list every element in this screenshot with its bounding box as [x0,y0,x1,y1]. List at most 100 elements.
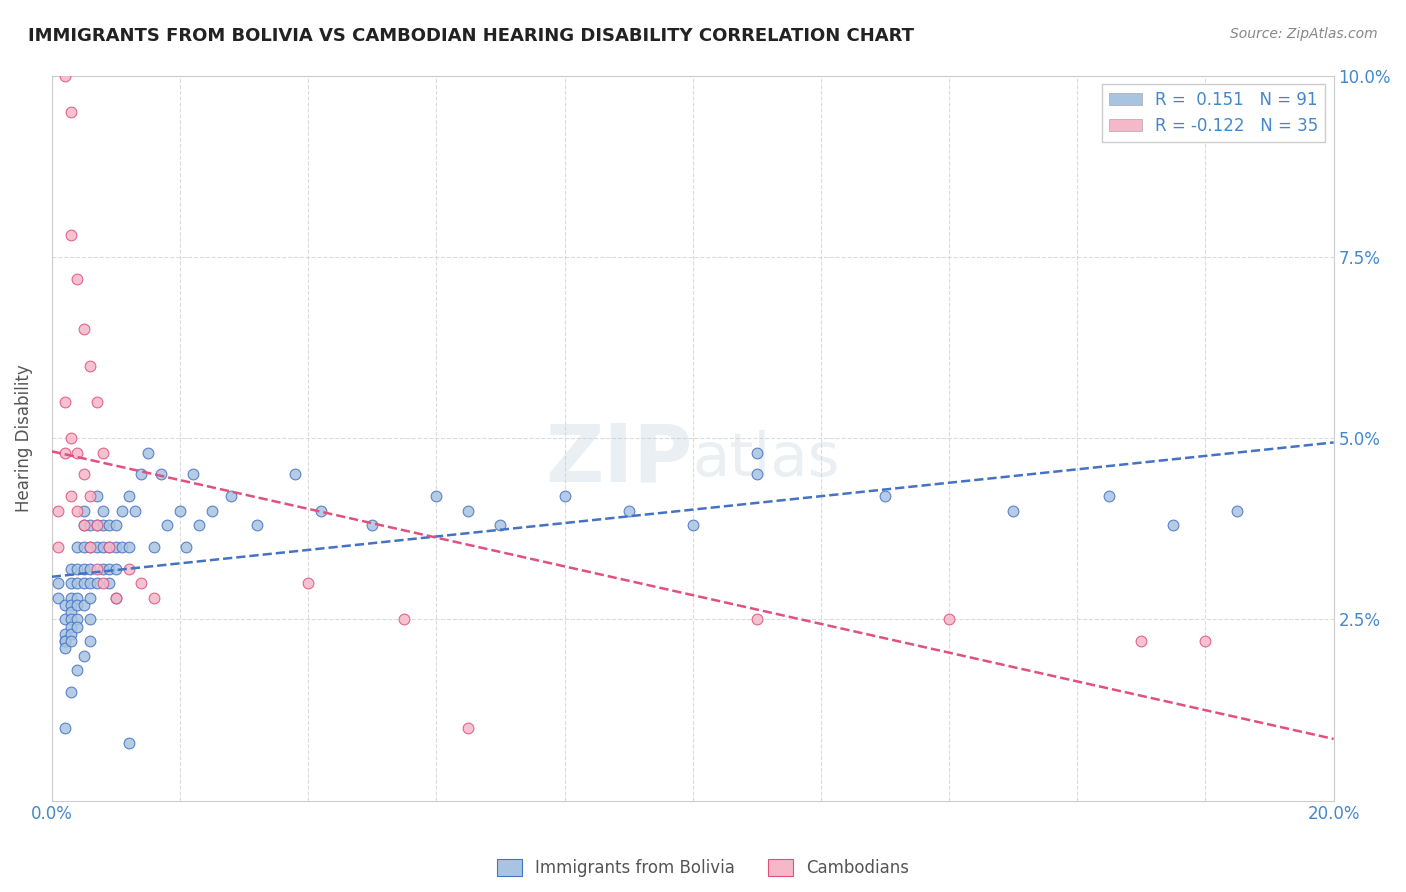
Point [46,540,69,554]
Point [1130,634,1153,648]
Point [156,518,179,533]
Point [66,591,89,605]
Point [73,598,96,612]
Point [79,518,101,533]
Point [745,612,768,626]
Point [181,467,204,482]
Point [73,540,96,554]
Point [86,394,108,409]
Text: IMMIGRANTS FROM BOLIVIA VS CAMBODIAN HEARING DISABILITY CORRELATION CHART: IMMIGRANTS FROM BOLIVIA VS CAMBODIAN HEA… [28,27,914,45]
Point [79,612,101,626]
Point [394,612,416,626]
Point [59,627,82,641]
Point [59,598,82,612]
Text: Source: ZipAtlas.com: Source: ZipAtlas.com [1230,27,1378,41]
Point [104,518,127,533]
Point [143,540,166,554]
Point [425,489,447,503]
Point [297,576,319,591]
Point [91,518,114,533]
Point [98,540,121,554]
Point [73,518,96,533]
Point [98,561,121,575]
Point [46,591,69,605]
Point [201,503,224,517]
Point [1002,503,1025,517]
Point [59,489,82,503]
Point [111,503,134,517]
Point [682,518,704,533]
Text: atlas: atlas [693,430,841,490]
Point [118,736,141,750]
Point [91,540,114,554]
Point [66,619,89,633]
Point [73,322,96,336]
Point [66,503,89,517]
Point [457,721,479,735]
Point [53,721,76,735]
Point [66,598,89,612]
Point [219,489,242,503]
Point [66,561,89,575]
Point [118,489,141,503]
Point [118,561,141,575]
Y-axis label: Hearing Disability: Hearing Disability [15,364,32,512]
Point [98,576,121,591]
Point [73,576,96,591]
Point [59,685,82,699]
Point [86,518,108,533]
Point [86,540,108,554]
Point [59,591,82,605]
Point [59,104,82,119]
Point [73,648,96,663]
Point [66,445,89,459]
Point [457,503,479,517]
Point [53,612,76,626]
Legend: R =  0.151   N = 91, R = -0.122   N = 35: R = 0.151 N = 91, R = -0.122 N = 35 [1102,84,1326,142]
Point [188,518,211,533]
Point [111,540,134,554]
Point [73,561,96,575]
Point [53,69,76,83]
Point [553,489,575,503]
Point [53,634,76,648]
Point [246,518,269,533]
Point [91,503,114,517]
Point [86,518,108,533]
Point [1098,489,1121,503]
Point [59,431,82,445]
Point [73,467,96,482]
Point [98,540,121,554]
Point [104,591,127,605]
Point [79,540,101,554]
Point [59,612,82,626]
Text: ZIP: ZIP [546,421,693,499]
Point [73,503,96,517]
Legend: Immigrants from Bolivia, Cambodians: Immigrants from Bolivia, Cambodians [489,852,917,884]
Point [131,576,153,591]
Point [361,518,384,533]
Point [98,518,121,533]
Point [59,634,82,648]
Point [1194,634,1216,648]
Point [169,503,191,517]
Point [66,271,89,285]
Point [745,467,768,482]
Point [79,591,101,605]
Point [53,627,76,641]
Point [149,467,172,482]
Point [59,561,82,575]
Point [59,619,82,633]
Point [59,576,82,591]
Point [79,576,101,591]
Point [176,540,198,554]
Point [53,394,76,409]
Point [1163,518,1185,533]
Point [86,576,108,591]
Point [66,663,89,677]
Point [79,359,101,373]
Point [489,518,512,533]
Point [873,489,896,503]
Point [79,634,101,648]
Point [53,598,76,612]
